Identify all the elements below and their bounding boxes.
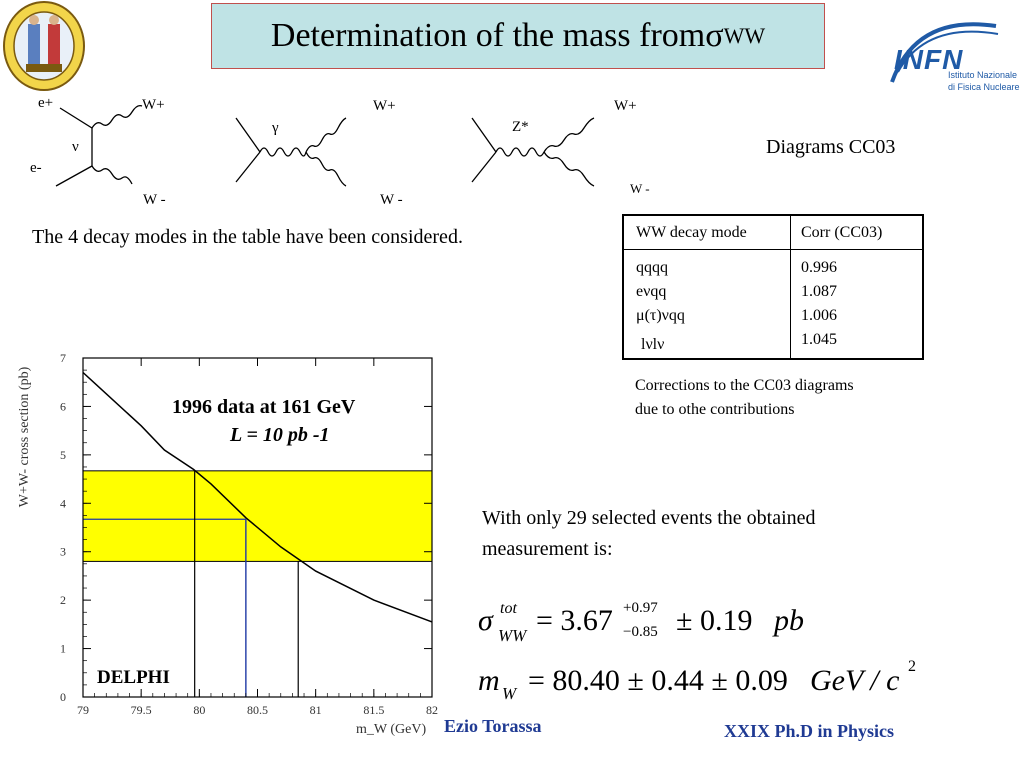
chart-title: 1996 data at 161 GeV bbox=[172, 396, 356, 418]
formula1-symbol: σ bbox=[478, 604, 493, 637]
infn-wordmark: INFN bbox=[894, 44, 964, 75]
formula1-unit: pb bbox=[774, 604, 804, 637]
infn-logo: INFN Istituto Nazionale di Fisica Nuclea… bbox=[886, 12, 1024, 102]
y-tick-label: 3 bbox=[60, 545, 66, 559]
infn-name-line2: di Fisica Nucleare bbox=[948, 82, 1020, 92]
formula2-unit-sup: 2 bbox=[908, 658, 916, 675]
x-tick-label: 79 bbox=[77, 703, 89, 717]
table-cell-mode: μ(τ)νqq bbox=[636, 307, 685, 324]
x-tick-label: 79.5 bbox=[131, 703, 152, 717]
diagrams-caption: Diagrams CC03 bbox=[766, 136, 896, 158]
table-cell-corr: 1.006 bbox=[801, 307, 837, 324]
table-cell-mode: lνlν bbox=[641, 336, 665, 353]
label-wplus-3: W+ bbox=[614, 98, 637, 114]
formula1-sub: WW bbox=[498, 626, 527, 645]
table-caption-line1: Corrections to the CC03 diagrams bbox=[635, 377, 854, 394]
formula2-unit: GeV / c bbox=[810, 664, 900, 697]
chart-subtitle: L = 10 pb -1 bbox=[230, 424, 330, 447]
label-wminus-3: W - bbox=[630, 181, 650, 196]
label-eplus: e+ bbox=[38, 95, 54, 111]
x-tick-label: 81.5 bbox=[363, 703, 384, 717]
measurement-line2: measurement is: bbox=[482, 538, 613, 560]
table-header-divider bbox=[624, 249, 922, 250]
table-cell-corr: 1.087 bbox=[801, 283, 837, 300]
y-tick-label: 7 bbox=[60, 351, 66, 365]
x-tick-label: 80.5 bbox=[247, 703, 268, 717]
formula1-sup: tot bbox=[500, 600, 517, 617]
formula1-value: = 3.67 bbox=[536, 604, 613, 637]
formula1-err-up: +0.97 bbox=[623, 600, 658, 616]
formula2-text: = 80.40 ± 0.44 ± 0.09 bbox=[528, 664, 788, 697]
label-eminus: e- bbox=[30, 160, 42, 176]
chart-subtitle-text: L = 10 pb -1 bbox=[230, 424, 330, 446]
formula1-syst: ± 0.19 bbox=[676, 604, 753, 637]
label-wminus-2: W - bbox=[380, 192, 403, 208]
formula-mass: m W = 80.40 ± 0.44 ± 0.09 GeV / c 2 bbox=[478, 658, 916, 703]
formula1-err-down: −0.85 bbox=[623, 624, 658, 640]
uncertainty-band bbox=[82, 470, 433, 562]
slide-title: Determination of the mass from σ WW bbox=[211, 3, 825, 69]
measurement-line1: With only 29 selected events the obtaine… bbox=[482, 507, 816, 529]
formula-cross-section: σ tot WW = 3.67 +0.97 −0.85 ± 0.19 pb bbox=[478, 600, 804, 645]
title-subscript: WW bbox=[723, 23, 766, 48]
table-header-corr: Corr (CC03) bbox=[801, 224, 883, 241]
feynman-diagrams bbox=[55, 104, 595, 187]
label-zstar: Z* bbox=[512, 119, 529, 135]
footer-course: XXIX Ph.D in Physics bbox=[724, 721, 895, 741]
formula2-symbol: m bbox=[478, 664, 500, 697]
label-wplus-2: W+ bbox=[373, 98, 396, 114]
decay-table: WW decay mode Corr (CC03) qqqq eνqq μ(τ)… bbox=[622, 214, 924, 360]
x-tick-label: 82 bbox=[426, 703, 438, 717]
label-wminus-1: W - bbox=[143, 192, 166, 208]
infn-name-line1: Istituto Nazionale bbox=[948, 70, 1018, 80]
y-tick-label: 1 bbox=[60, 642, 66, 656]
x-tick-label: 80 bbox=[193, 703, 205, 717]
chart-y-axis-label: W+W- cross section (pb) bbox=[17, 366, 32, 508]
label-wplus-1: W+ bbox=[142, 97, 165, 113]
table-caption-line2: due to othe contributions bbox=[635, 401, 795, 418]
cross-section-curve bbox=[82, 371, 433, 623]
y-tick-label: 4 bbox=[60, 496, 66, 510]
university-seal-logo bbox=[2, 0, 86, 92]
footer-author: Ezio Torassa bbox=[444, 716, 542, 736]
y-tick-label: 2 bbox=[60, 593, 66, 607]
label-gamma: γ bbox=[272, 120, 279, 136]
chart-x-axis-label: m_W (GeV) bbox=[356, 722, 427, 737]
formula2-sub: W bbox=[502, 684, 517, 703]
cross-section-chart: 79 79.5 80 80.5 81 81.5 82 0 1 2 3 4 5 6 7 bbox=[60, 351, 438, 717]
table-header-mode: WW decay mode bbox=[636, 224, 747, 241]
chart-experiment-label: DELPHI bbox=[97, 667, 170, 688]
table-cell-corr: 1.045 bbox=[801, 331, 837, 348]
table-cell-corr: 0.996 bbox=[801, 259, 837, 276]
label-nu: ν bbox=[72, 139, 79, 155]
table-cell-mode: eνqq bbox=[636, 283, 667, 300]
title-sigma: σ bbox=[705, 17, 724, 54]
table-cell-mode: qqqq bbox=[636, 259, 668, 276]
y-tick-label: 5 bbox=[60, 448, 66, 462]
y-tick-label: 6 bbox=[60, 399, 66, 413]
y-tick-label: 0 bbox=[60, 690, 66, 704]
intro-text: The 4 decay modes in the table have been… bbox=[32, 226, 463, 248]
title-text: Determination of the mass from bbox=[270, 17, 706, 54]
x-tick-label: 81 bbox=[310, 703, 322, 717]
table-column-divider bbox=[624, 216, 791, 358]
